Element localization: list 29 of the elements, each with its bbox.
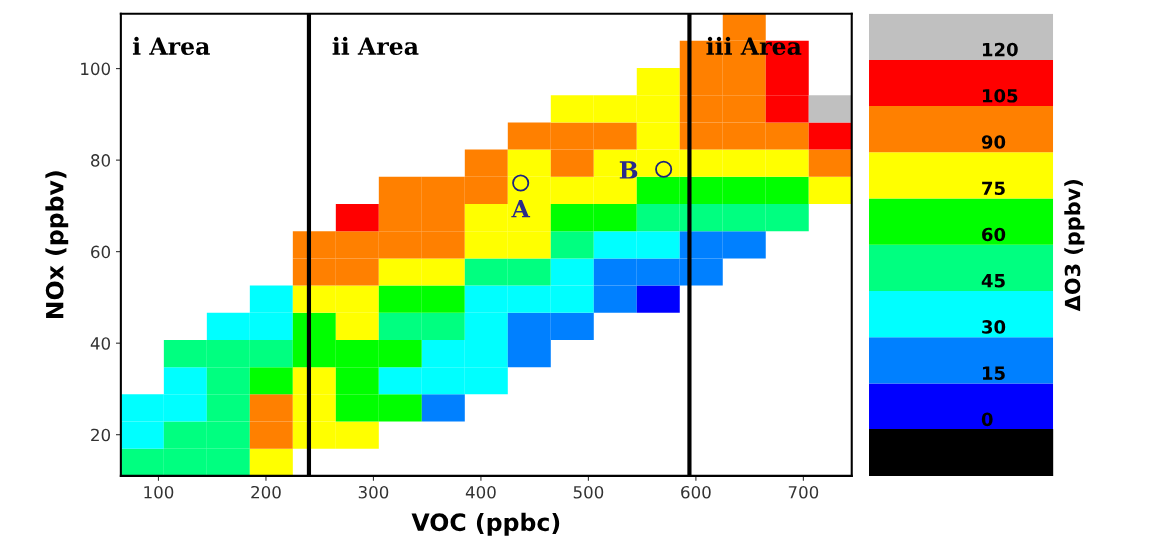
x-tick-label: 700 (788, 485, 819, 499)
color-bar-label: 120 (982, 42, 1018, 57)
y-tick-label: 20 (91, 428, 111, 442)
y-tick-label: 80 (91, 154, 111, 167)
y-tick-label: 40 (90, 337, 111, 350)
y-tick-label: 100 (81, 62, 111, 76)
color-bar-label: 105 (982, 88, 1018, 103)
annotation: ⅱ Area (332, 36, 419, 56)
color-bar-label: 60 (982, 227, 1006, 242)
color-bar-label: 30 (982, 320, 1006, 334)
annotation: ⅲ Area (706, 36, 802, 56)
color-bar-label: 0 (981, 412, 993, 427)
color-bar-label: 75 (982, 181, 1005, 196)
x-tick-label: 300 (358, 485, 389, 499)
color-bar-label: 15 (982, 366, 1005, 380)
x-axis-title: VOC (ppbc) (411, 512, 560, 536)
x-tick-label: 100 (144, 485, 174, 499)
y-tick-label: 60 (91, 245, 111, 259)
x-tick-label: 400 (465, 485, 496, 499)
color-bar-label: 90 (981, 135, 1006, 149)
x-tick-label: 500 (573, 485, 604, 499)
annotation: B (619, 161, 638, 179)
x-tick-label: 200 (251, 485, 281, 499)
color-bar-title: ΔO3 (ppbv) (1064, 180, 1085, 312)
x-tick-label: 600 (681, 485, 711, 499)
annotation: A (511, 200, 531, 218)
y-axis-title: NOx (ppbv) (45, 171, 69, 319)
annotation: ⅰ Area (132, 36, 210, 56)
color-bar-label: 45 (981, 274, 1005, 288)
